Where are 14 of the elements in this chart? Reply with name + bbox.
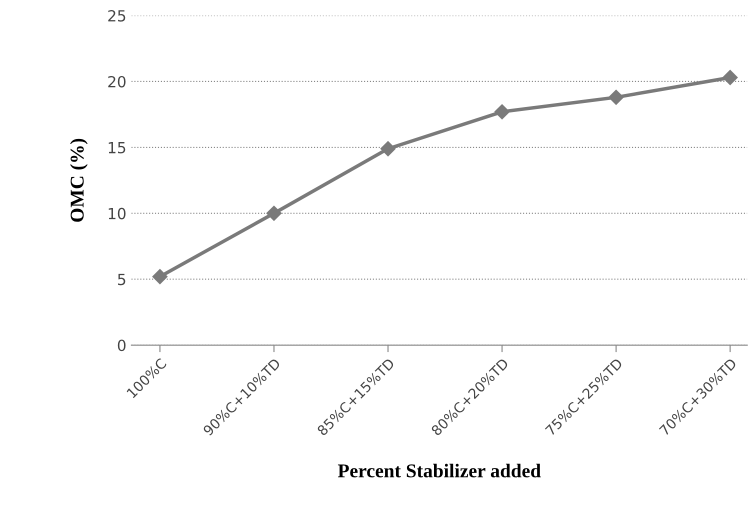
point bbox=[266, 206, 282, 221]
point bbox=[152, 269, 168, 284]
point bbox=[722, 70, 738, 86]
point bbox=[608, 90, 624, 105]
point bbox=[380, 141, 396, 156]
x-axis-title: Percent Stabilizer added bbox=[338, 464, 541, 478]
y-tick-label: 15 bbox=[108, 142, 126, 154]
point bbox=[494, 104, 510, 120]
y-tick-label: 0 bbox=[118, 340, 126, 352]
y-axis-title: OMC (%) bbox=[70, 138, 88, 222]
y-tick-label: 20 bbox=[108, 76, 126, 88]
y-tick-label: 5 bbox=[118, 274, 126, 286]
y-tick-label: 10 bbox=[108, 208, 126, 220]
y-tick-label: 25 bbox=[108, 10, 126, 22]
